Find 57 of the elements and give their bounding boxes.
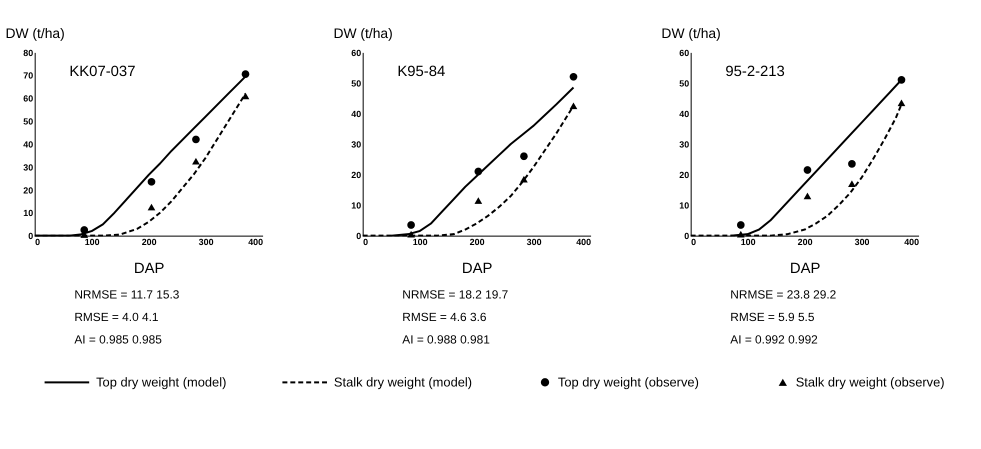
y-tick-label: 20 xyxy=(23,185,34,196)
x-tick-label: 100 xyxy=(740,237,756,248)
text: RMSE = 5.9 5.5 xyxy=(730,310,815,324)
y-tick-label: 30 xyxy=(351,139,362,150)
text: AI = 0.992 0.992 xyxy=(730,332,818,346)
text: NRMSE = 23.8 29.2 xyxy=(730,287,836,302)
x-axis-title: DAP xyxy=(790,260,820,277)
y-tick-label: 60 xyxy=(23,94,34,104)
legend-label: Stalk dry weight (model) xyxy=(334,374,472,390)
text: KK07-037 xyxy=(69,64,136,80)
text: NRMSE = 18.2 19.7 xyxy=(402,287,508,302)
y-tick-label: 10 xyxy=(351,200,362,211)
y-tick-label: 70 xyxy=(23,70,34,81)
y-tick-label: 20 xyxy=(679,170,690,180)
x-tick-label: 300 xyxy=(198,237,214,248)
text: AI = 0.985 0.985 xyxy=(74,332,162,346)
x-tick-label: 200 xyxy=(798,237,813,248)
y-tick-label: 80 xyxy=(23,48,34,58)
x-tick-label: 100 xyxy=(412,237,428,248)
legend-label: Stalk dry weight (observe) xyxy=(796,374,945,390)
legend-label: Top dry weight (model) xyxy=(96,374,226,390)
y-tick-label: 10 xyxy=(23,208,34,218)
y-tick-label: 50 xyxy=(23,116,34,127)
y-tick-label: 40 xyxy=(679,108,690,119)
y-axis-title: DW (t/ha) xyxy=(5,24,65,41)
legend-label: Top dry weight (observe) xyxy=(558,374,699,390)
y-axis-title: DW (t/ha) xyxy=(661,24,721,41)
text: 95-2-213 xyxy=(725,64,785,80)
y-tick-label: 50 xyxy=(679,78,690,88)
text: AI = 0.988 0.981 xyxy=(402,332,490,346)
x-tick-label: 300 xyxy=(854,237,870,248)
x-tick-label: 0 xyxy=(691,237,696,248)
y-axis-title: DW (t/ha) xyxy=(333,24,393,41)
x-tick-label: 200 xyxy=(142,237,157,248)
x-tick-label: 0 xyxy=(35,237,40,248)
x-tick-label: 400 xyxy=(248,237,264,248)
x-tick-label: 200 xyxy=(470,237,485,248)
text: K95-84 xyxy=(397,64,446,80)
y-tick-label: 60 xyxy=(351,48,362,58)
x-axis-title: DAP xyxy=(134,260,164,277)
y-tick-label: 10 xyxy=(679,200,690,211)
x-tick-label: 400 xyxy=(904,237,920,248)
x-tick-label: 100 xyxy=(84,237,100,248)
y-tick-label: 60 xyxy=(679,48,690,58)
text: RMSE = 4.6 3.6 xyxy=(402,310,487,324)
y-tick-label: 30 xyxy=(679,139,690,150)
text: NRMSE = 11.7 15.3 xyxy=(74,287,180,302)
x-axis-title: DAP xyxy=(462,260,492,277)
y-tick-label: 30 xyxy=(23,162,34,172)
y-tick-label: 50 xyxy=(351,78,362,88)
y-tick-label: 40 xyxy=(351,108,362,119)
text: RMSE = 4.0 4.1 xyxy=(74,310,159,324)
y-tick-label: 20 xyxy=(351,170,362,180)
x-tick-label: 300 xyxy=(526,237,542,248)
x-tick-label: 400 xyxy=(576,237,592,248)
x-tick-label: 0 xyxy=(363,237,368,248)
y-tick-label: 40 xyxy=(23,139,34,150)
